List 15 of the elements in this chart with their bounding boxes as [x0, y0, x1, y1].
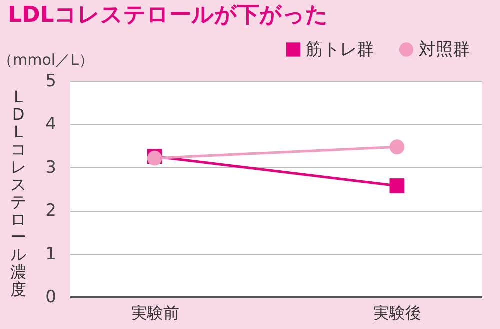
- point: [390, 140, 405, 154]
- x-tick-label: 実験前: [131, 304, 180, 322]
- x-tick-label: 実験後: [374, 304, 422, 322]
- chart-title: LDLコレステロールが下がった: [8, 3, 328, 28]
- text: （mmol／L）: [0, 51, 94, 69]
- y-tick-label: 2: [46, 201, 56, 222]
- y-tick-label: 4: [46, 114, 56, 135]
- y-tick-label: 5: [46, 72, 56, 92]
- y-tick-label: 0: [46, 288, 56, 308]
- point: [390, 178, 405, 194]
- legend-label: 対照群: [419, 40, 470, 60]
- y-tick-label: 1: [46, 244, 56, 264]
- y-tick-label: 3: [46, 158, 56, 178]
- text: LDLコレステロール濃度: [10, 88, 26, 299]
- legend-label: 筋トレ群: [306, 40, 374, 60]
